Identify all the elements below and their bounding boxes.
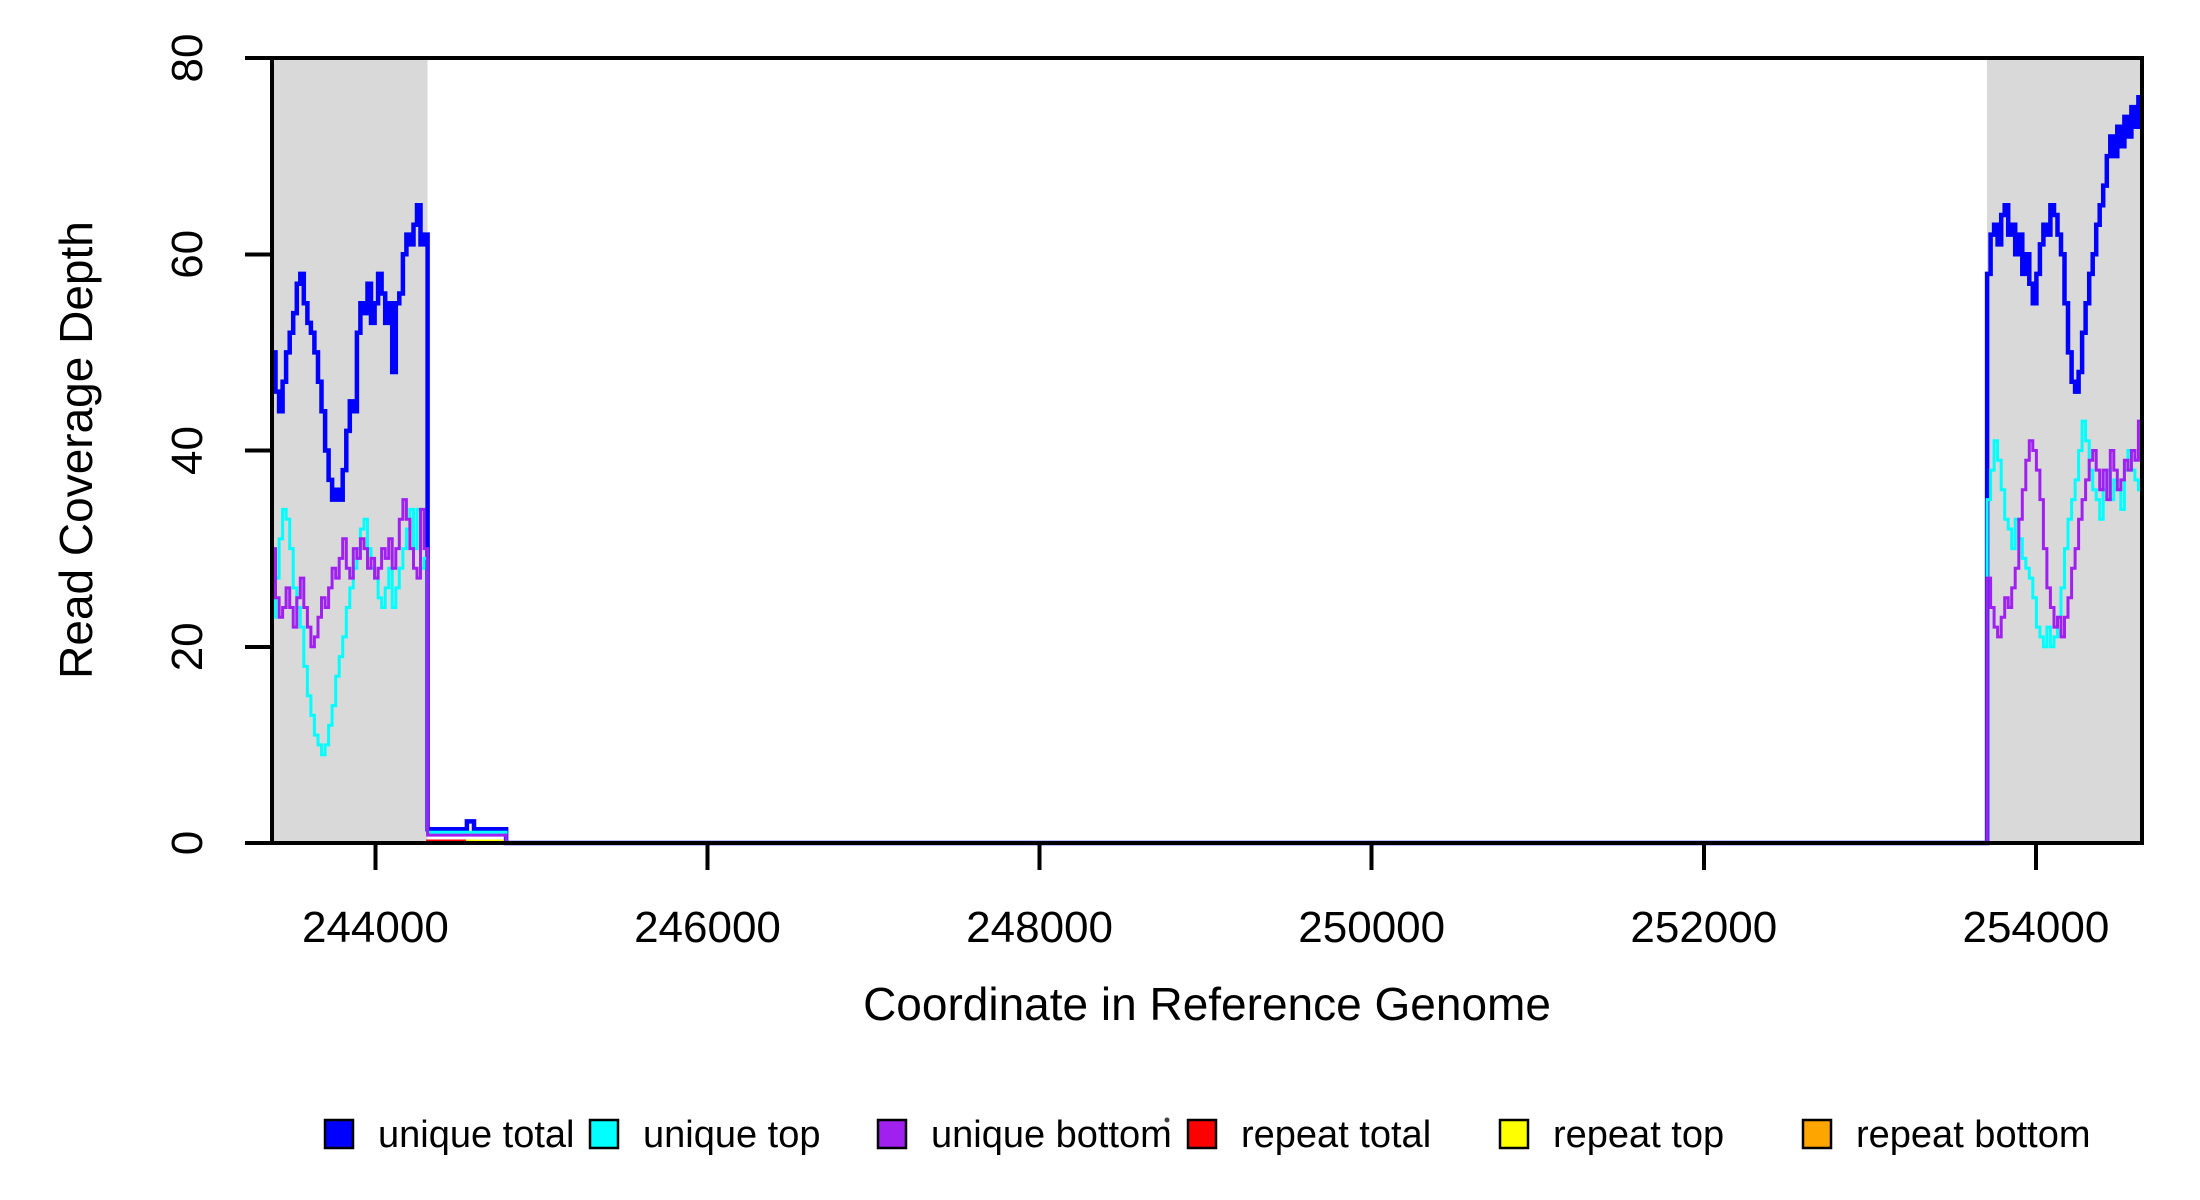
y-tick-label: 0 bbox=[163, 831, 212, 855]
legend-label-unique-total: unique total bbox=[378, 1114, 575, 1156]
legend-item-repeat-top: repeat top bbox=[1498, 1114, 1724, 1156]
shaded-region bbox=[272, 58, 428, 843]
legend: unique total unique top unique bottom repea… bbox=[323, 1114, 2090, 1156]
series-line-unique-top bbox=[272, 419, 2142, 845]
legend-swatch-unique-bottom bbox=[876, 1118, 908, 1150]
legend-item-unique-total: unique total bbox=[323, 1114, 575, 1156]
y-tick-label: 60 bbox=[163, 230, 212, 279]
x-tick-label: 254000 bbox=[1962, 903, 2109, 952]
shaded-regions-layer bbox=[272, 58, 2142, 843]
legend-item-repeat-total: repeat total bbox=[1186, 1114, 1431, 1156]
legend-label-unique-bottom: unique bottom bbox=[931, 1114, 1172, 1156]
x-tick-label: 252000 bbox=[1630, 903, 1777, 952]
legend-label-repeat-total: repeat total bbox=[1241, 1114, 1431, 1156]
legend-label-unique-top: unique top bbox=[643, 1114, 821, 1156]
legend-swatch-repeat-top bbox=[1498, 1118, 1530, 1150]
x-tick-label: 250000 bbox=[1298, 903, 1445, 952]
x-tick-label: 244000 bbox=[302, 903, 449, 952]
legend-swatch-repeat-total bbox=[1186, 1118, 1218, 1150]
y-axis-title: Read Coverage Depth bbox=[50, 221, 102, 679]
legend-label-repeat-top: repeat top bbox=[1553, 1114, 1724, 1156]
x-axis-title: Coordinate in Reference Genome bbox=[863, 978, 1551, 1030]
series-line-unique-bottom bbox=[272, 419, 2142, 845]
shaded-region bbox=[1987, 58, 2142, 843]
axes-layer: 244000 246000 248000 250000 252000 254000 0 20 4… bbox=[163, 34, 2109, 952]
plot-border bbox=[270, 56, 2144, 845]
x-tick-label: 248000 bbox=[966, 903, 1113, 952]
series-line-unique-total bbox=[272, 95, 2142, 846]
stray-dot bbox=[1164, 1117, 1170, 1123]
legend-item-unique-top: unique top bbox=[588, 1114, 821, 1156]
legend-swatch-unique-total bbox=[323, 1118, 355, 1150]
y-tick-label: 80 bbox=[163, 34, 212, 83]
plot-frame-layer bbox=[270, 56, 2144, 845]
series-layer bbox=[272, 95, 2142, 846]
legend-swatch-unique-top bbox=[588, 1118, 620, 1150]
legend-item-unique-bottom: unique bottom bbox=[876, 1114, 1172, 1156]
y-tick-label: 40 bbox=[163, 426, 212, 475]
legend-label-repeat-bottom: repeat bottom bbox=[1856, 1114, 2090, 1156]
legend-swatch-repeat-bottom bbox=[1801, 1118, 1833, 1150]
x-tick-label: 246000 bbox=[634, 903, 781, 952]
y-tick-label: 20 bbox=[163, 622, 212, 671]
legend-item-repeat-bottom: repeat bottom bbox=[1801, 1114, 2090, 1156]
